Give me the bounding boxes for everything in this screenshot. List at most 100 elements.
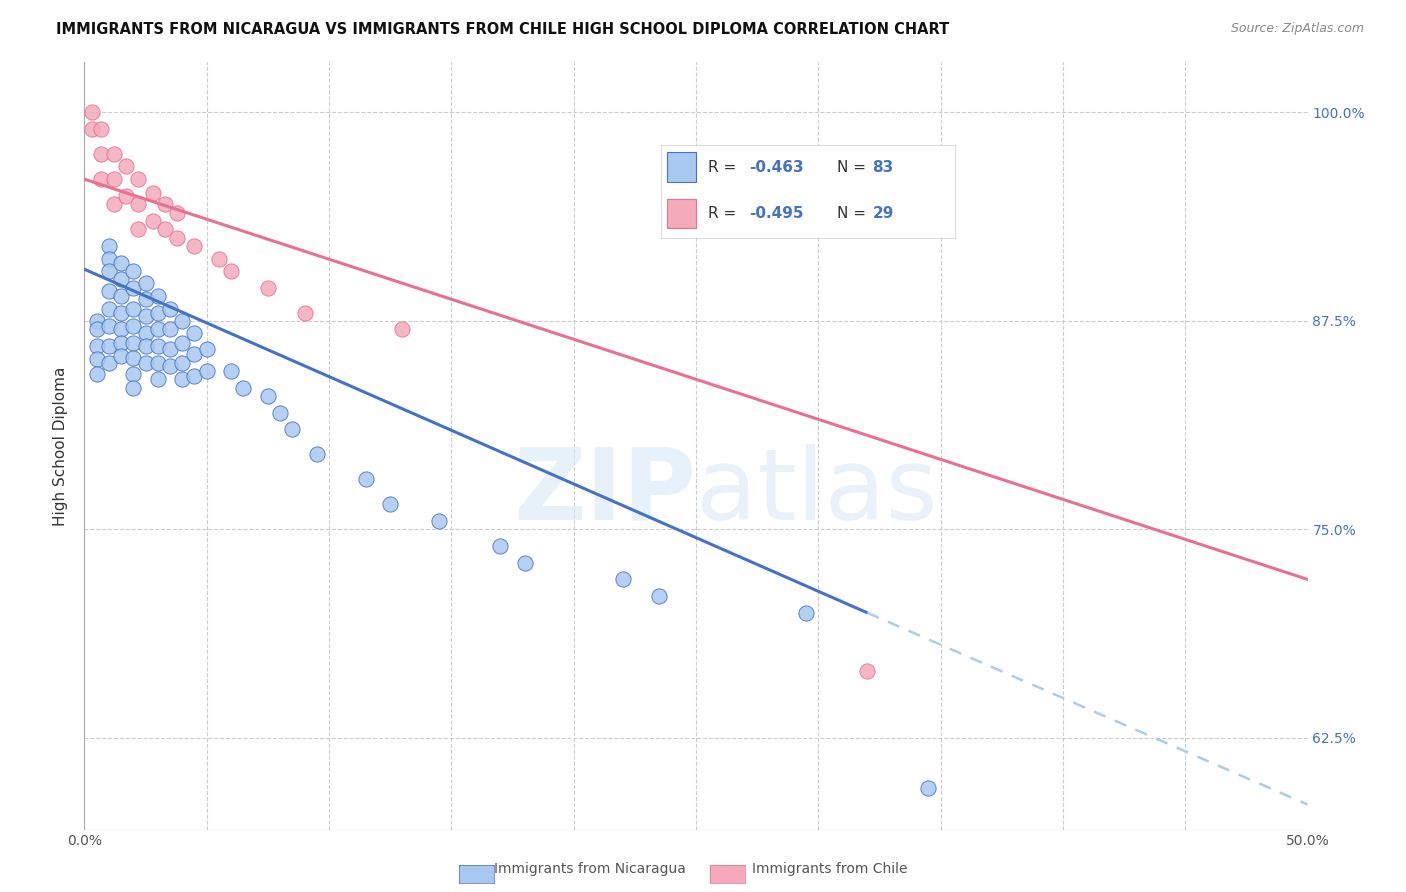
Point <box>115 159 138 173</box>
Point <box>219 364 242 378</box>
Point <box>97 339 120 353</box>
Point <box>97 239 120 253</box>
Point <box>166 205 188 219</box>
Point <box>269 406 291 420</box>
Point <box>122 351 145 365</box>
Text: R =: R = <box>707 206 741 221</box>
Point <box>172 335 194 350</box>
Point <box>103 172 125 186</box>
Point <box>142 214 165 228</box>
Point <box>122 368 145 382</box>
Point <box>257 280 280 294</box>
Point <box>612 573 634 587</box>
Point <box>90 147 112 161</box>
Point <box>159 343 181 357</box>
Point <box>172 356 194 370</box>
Point <box>219 264 242 278</box>
Point <box>166 230 188 244</box>
Point <box>86 322 108 336</box>
Point <box>122 318 145 333</box>
Point <box>159 302 181 317</box>
Point <box>110 322 132 336</box>
Point <box>354 472 377 486</box>
FancyBboxPatch shape <box>666 199 696 228</box>
Point <box>90 122 112 136</box>
Point <box>305 447 328 461</box>
Text: -0.463: -0.463 <box>749 160 804 175</box>
Point <box>146 339 169 353</box>
Point <box>127 197 149 211</box>
Point <box>427 514 450 528</box>
Point <box>183 239 205 253</box>
Point <box>115 189 138 203</box>
Text: Immigrants from Nicaragua: Immigrants from Nicaragua <box>494 862 686 876</box>
Point <box>135 339 157 353</box>
Point <box>110 349 132 363</box>
Point <box>146 372 169 386</box>
Point <box>159 322 181 336</box>
Point <box>648 589 671 603</box>
Point <box>513 556 536 570</box>
Point <box>110 255 132 269</box>
Point <box>146 322 169 336</box>
Point <box>122 280 145 294</box>
Text: ZIP: ZIP <box>513 443 696 541</box>
Point <box>135 326 157 340</box>
Text: atlas: atlas <box>696 443 938 541</box>
Y-axis label: High School Diploma: High School Diploma <box>53 367 69 525</box>
Point <box>146 305 169 319</box>
Point <box>489 539 512 553</box>
Point <box>380 497 402 511</box>
Point <box>103 147 125 161</box>
Point <box>135 292 157 306</box>
Point <box>122 335 145 350</box>
Point <box>122 264 145 278</box>
Point <box>142 186 165 200</box>
Point <box>146 356 169 370</box>
Point <box>153 222 176 236</box>
Point <box>97 302 120 317</box>
Point <box>917 780 939 795</box>
Point <box>135 276 157 290</box>
Point <box>281 422 304 436</box>
Point <box>183 326 205 340</box>
Point <box>97 252 120 267</box>
Text: -0.495: -0.495 <box>749 206 803 221</box>
Point <box>86 368 108 382</box>
Point <box>856 664 879 678</box>
Point <box>80 105 103 120</box>
Point <box>110 305 132 319</box>
Point <box>90 172 112 186</box>
Point <box>195 364 218 378</box>
Point <box>195 343 218 357</box>
Point <box>146 289 169 303</box>
Point <box>86 339 108 353</box>
Point <box>183 347 205 361</box>
Text: R =: R = <box>707 160 741 175</box>
Point <box>172 372 194 386</box>
Point <box>103 197 125 211</box>
Point <box>153 197 176 211</box>
Point <box>86 352 108 367</box>
Point <box>122 302 145 317</box>
Point <box>135 309 157 323</box>
Point <box>86 314 108 328</box>
Point <box>183 368 205 383</box>
Text: IMMIGRANTS FROM NICARAGUA VS IMMIGRANTS FROM CHILE HIGH SCHOOL DIPLOMA CORRELATI: IMMIGRANTS FROM NICARAGUA VS IMMIGRANTS … <box>56 22 949 37</box>
Point <box>97 264 120 278</box>
Text: Immigrants from Chile: Immigrants from Chile <box>752 862 907 876</box>
Point <box>257 389 280 403</box>
Point <box>127 222 149 236</box>
Point <box>172 314 194 328</box>
Text: 83: 83 <box>873 160 894 175</box>
Point <box>794 606 817 620</box>
Point <box>232 381 254 395</box>
Point <box>97 356 120 370</box>
Point <box>80 122 103 136</box>
Point <box>110 272 132 286</box>
Text: Source: ZipAtlas.com: Source: ZipAtlas.com <box>1230 22 1364 36</box>
FancyBboxPatch shape <box>666 153 696 182</box>
Text: 29: 29 <box>873 206 894 221</box>
Text: N =: N = <box>837 160 872 175</box>
Point <box>97 318 120 333</box>
